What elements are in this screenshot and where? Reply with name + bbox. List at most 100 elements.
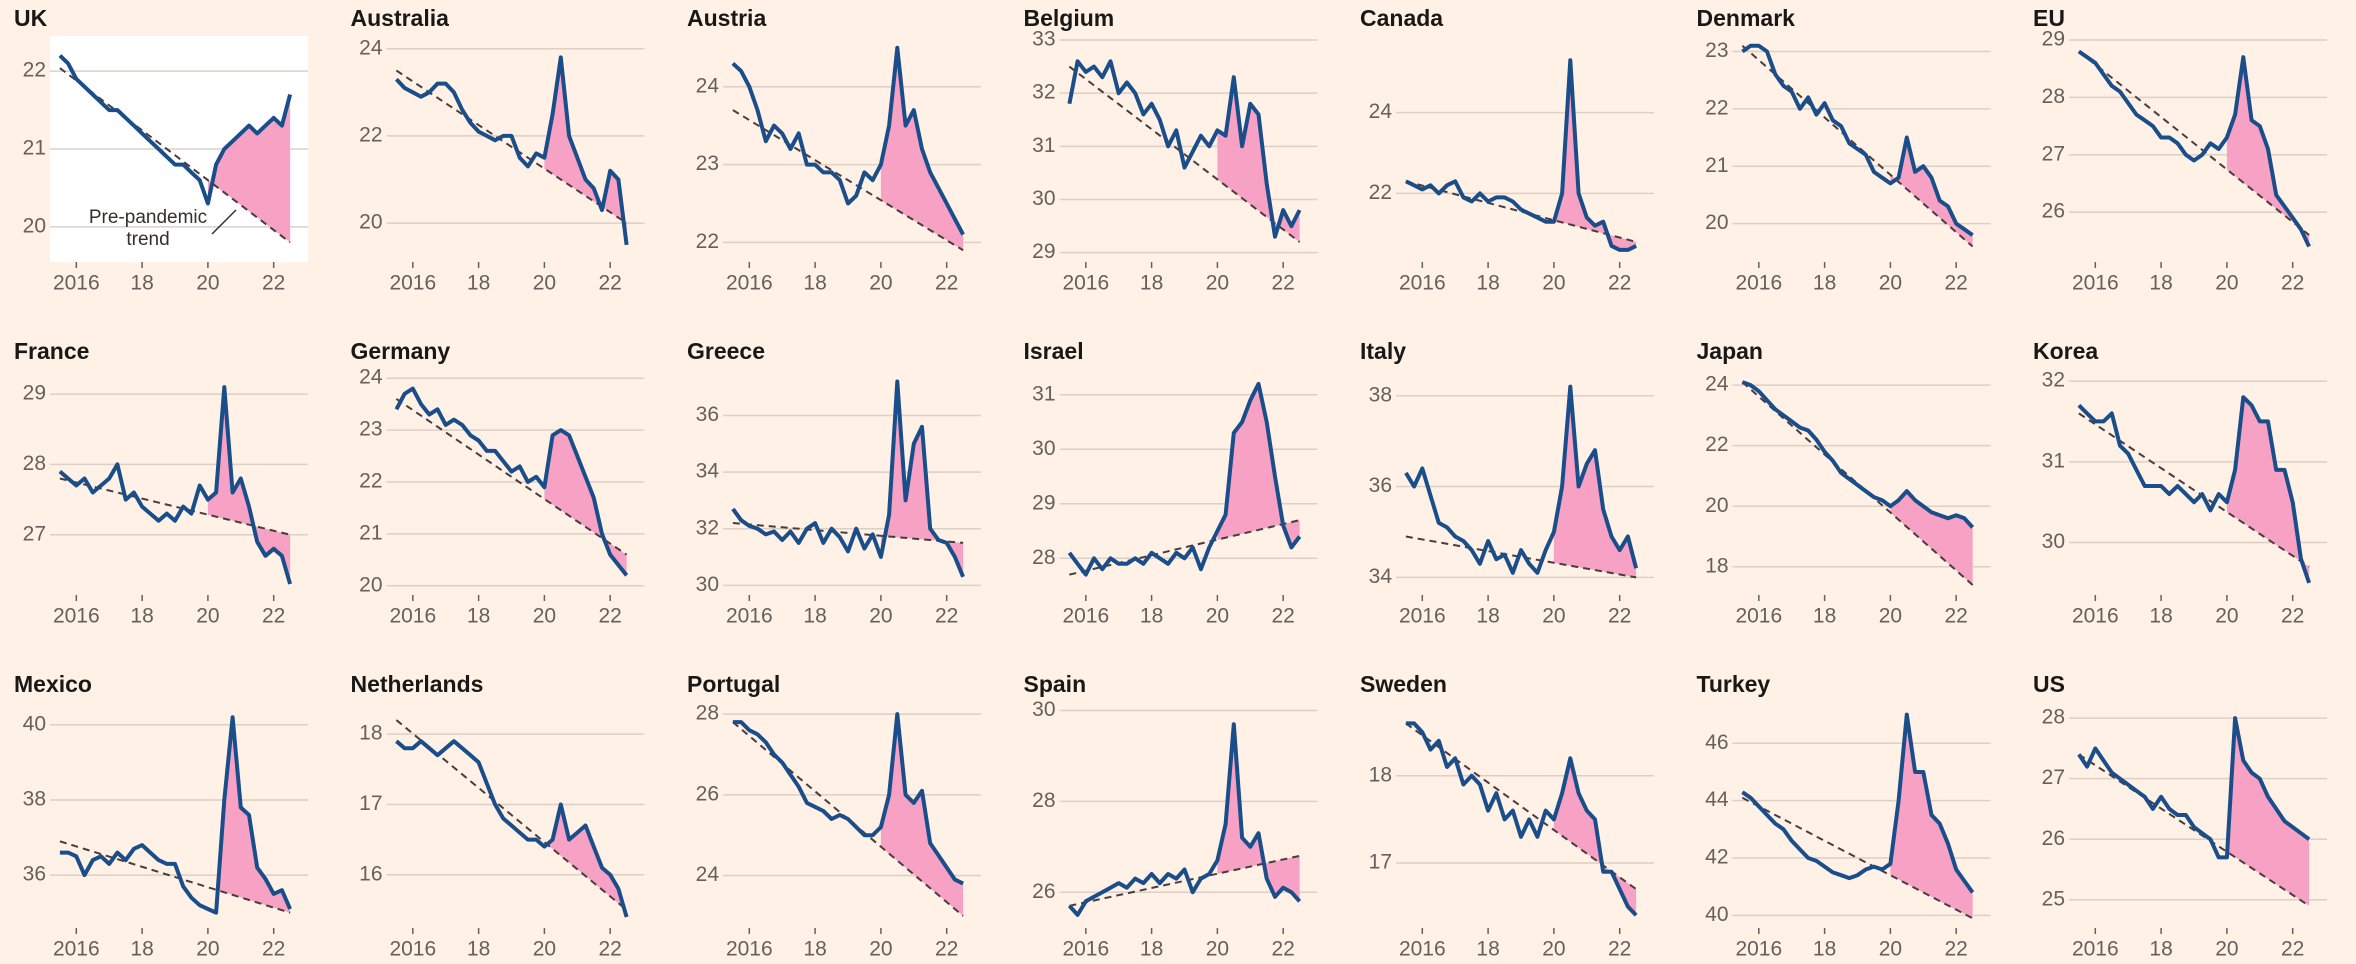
y-tick-label: 21 <box>1705 154 1728 177</box>
excess-shading <box>207 94 291 243</box>
data-line <box>394 55 629 246</box>
panel-title: Denmark <box>1697 5 1796 31</box>
panel-title: Italy <box>1360 338 1406 364</box>
panel-title: EU <box>2033 5 2065 31</box>
y-tick-label: 22 <box>696 230 719 253</box>
y-tick-label: 23 <box>359 418 382 441</box>
y-tick-label: 25 <box>2042 887 2065 910</box>
y-tick-label: 21 <box>23 137 46 160</box>
excess-shading <box>544 804 627 917</box>
y-tick-label: 30 <box>2042 530 2065 553</box>
x-tick-label: 20 <box>533 605 556 628</box>
panel-title: UK <box>14 5 48 31</box>
x-tick-label: 2016 <box>1399 938 1446 961</box>
y-tick-label: 20 <box>23 214 46 237</box>
x-tick-label: 22 <box>935 272 958 295</box>
x-tick-label: 2016 <box>726 605 773 628</box>
trend-line <box>2078 412 2310 568</box>
x-tick-label: 20 <box>533 938 556 961</box>
y-tick-label: 28 <box>1032 546 1055 569</box>
x-tick-label: 18 <box>1140 272 1163 295</box>
data-line <box>58 54 293 206</box>
y-tick-label: 22 <box>359 470 382 493</box>
x-tick-label: 2016 <box>726 272 773 295</box>
y-tick-label: 22 <box>1705 96 1728 119</box>
panel-title: Austria <box>687 5 766 31</box>
x-tick-label: 2016 <box>53 938 100 961</box>
y-tick-label: 29 <box>1032 491 1055 514</box>
x-tick-label: 18 <box>1476 272 1499 295</box>
x-tick-label: 2016 <box>2072 605 2119 628</box>
x-tick-label: 20 <box>1206 605 1229 628</box>
x-tick-label: 18 <box>803 272 826 295</box>
panel-title: Spain <box>1024 671 1087 697</box>
data-line <box>1404 384 1639 575</box>
x-tick-label: 18 <box>467 272 490 295</box>
y-tick-label: 20 <box>1705 211 1728 234</box>
x-tick-label: 22 <box>1272 938 1295 961</box>
x-tick-label: 20 <box>2215 272 2238 295</box>
y-tick-label: 29 <box>23 382 46 405</box>
x-tick-label: 22 <box>1945 272 1968 295</box>
y-tick-label: 24 <box>1705 373 1729 396</box>
y-tick-label: 23 <box>1705 39 1728 62</box>
x-tick-label: 22 <box>599 272 622 295</box>
x-tick-label: 2016 <box>53 605 100 628</box>
y-tick-label: 27 <box>23 522 46 545</box>
y-tick-label: 30 <box>696 573 719 596</box>
y-tick-label: 24 <box>696 74 720 97</box>
x-tick-label: 20 <box>1542 938 1565 961</box>
x-tick-label: 20 <box>1879 272 1902 295</box>
x-tick-label: 22 <box>599 938 622 961</box>
excess-shading <box>1553 386 1637 578</box>
trend-line <box>1069 854 1300 907</box>
x-tick-label: 22 <box>935 605 958 628</box>
x-tick-label: 20 <box>533 272 556 295</box>
trend-line <box>1741 381 1974 586</box>
excess-shading <box>1553 60 1637 250</box>
y-tick-label: 17 <box>359 792 382 815</box>
y-tick-label: 26 <box>2042 200 2065 223</box>
x-tick-label: 18 <box>467 938 490 961</box>
x-tick-label: 20 <box>196 605 219 628</box>
x-tick-label: 18 <box>803 605 826 628</box>
y-tick-label: 29 <box>1032 240 1055 263</box>
x-tick-label: 20 <box>869 272 892 295</box>
y-tick-label: 34 <box>696 460 720 483</box>
x-tick-label: 22 <box>1945 938 1968 961</box>
data-line <box>395 739 629 918</box>
trend-line <box>732 522 964 544</box>
y-tick-label: 22 <box>23 59 46 82</box>
y-tick-label: 17 <box>1369 851 1392 874</box>
y-tick-label: 36 <box>1369 474 1392 497</box>
y-tick-label: 20 <box>359 211 382 234</box>
x-tick-label: 22 <box>1272 272 1295 295</box>
x-tick-label: 18 <box>467 605 490 628</box>
x-tick-label: 2016 <box>389 272 436 295</box>
y-tick-label: 20 <box>359 573 382 596</box>
x-tick-label: 20 <box>2215 938 2238 961</box>
y-tick-label: 44 <box>1705 788 1729 811</box>
y-tick-label: 27 <box>2042 766 2065 789</box>
x-tick-label: 18 <box>1140 938 1163 961</box>
data-line <box>732 712 964 886</box>
y-tick-label: 24 <box>1369 100 1393 123</box>
x-tick-label: 22 <box>1608 272 1631 295</box>
y-tick-label: 28 <box>1032 789 1055 812</box>
x-tick-label: 22 <box>935 938 958 961</box>
data-line <box>1067 59 1302 239</box>
trend-line <box>1741 796 1974 920</box>
panel-title: Portugal <box>687 671 780 697</box>
panel-title: Israel <box>1024 338 1084 364</box>
y-tick-label: 32 <box>696 516 719 539</box>
y-tick-label: 30 <box>1032 187 1055 210</box>
excess-shading <box>207 387 291 584</box>
trend-line <box>732 109 964 252</box>
y-tick-label: 30 <box>1032 437 1055 460</box>
y-tick-label: 28 <box>2042 706 2065 729</box>
excess-shading <box>216 717 291 913</box>
y-tick-label: 31 <box>1032 134 1055 157</box>
y-tick-label: 29 <box>2042 28 2065 51</box>
x-tick-label: 2016 <box>726 938 773 961</box>
